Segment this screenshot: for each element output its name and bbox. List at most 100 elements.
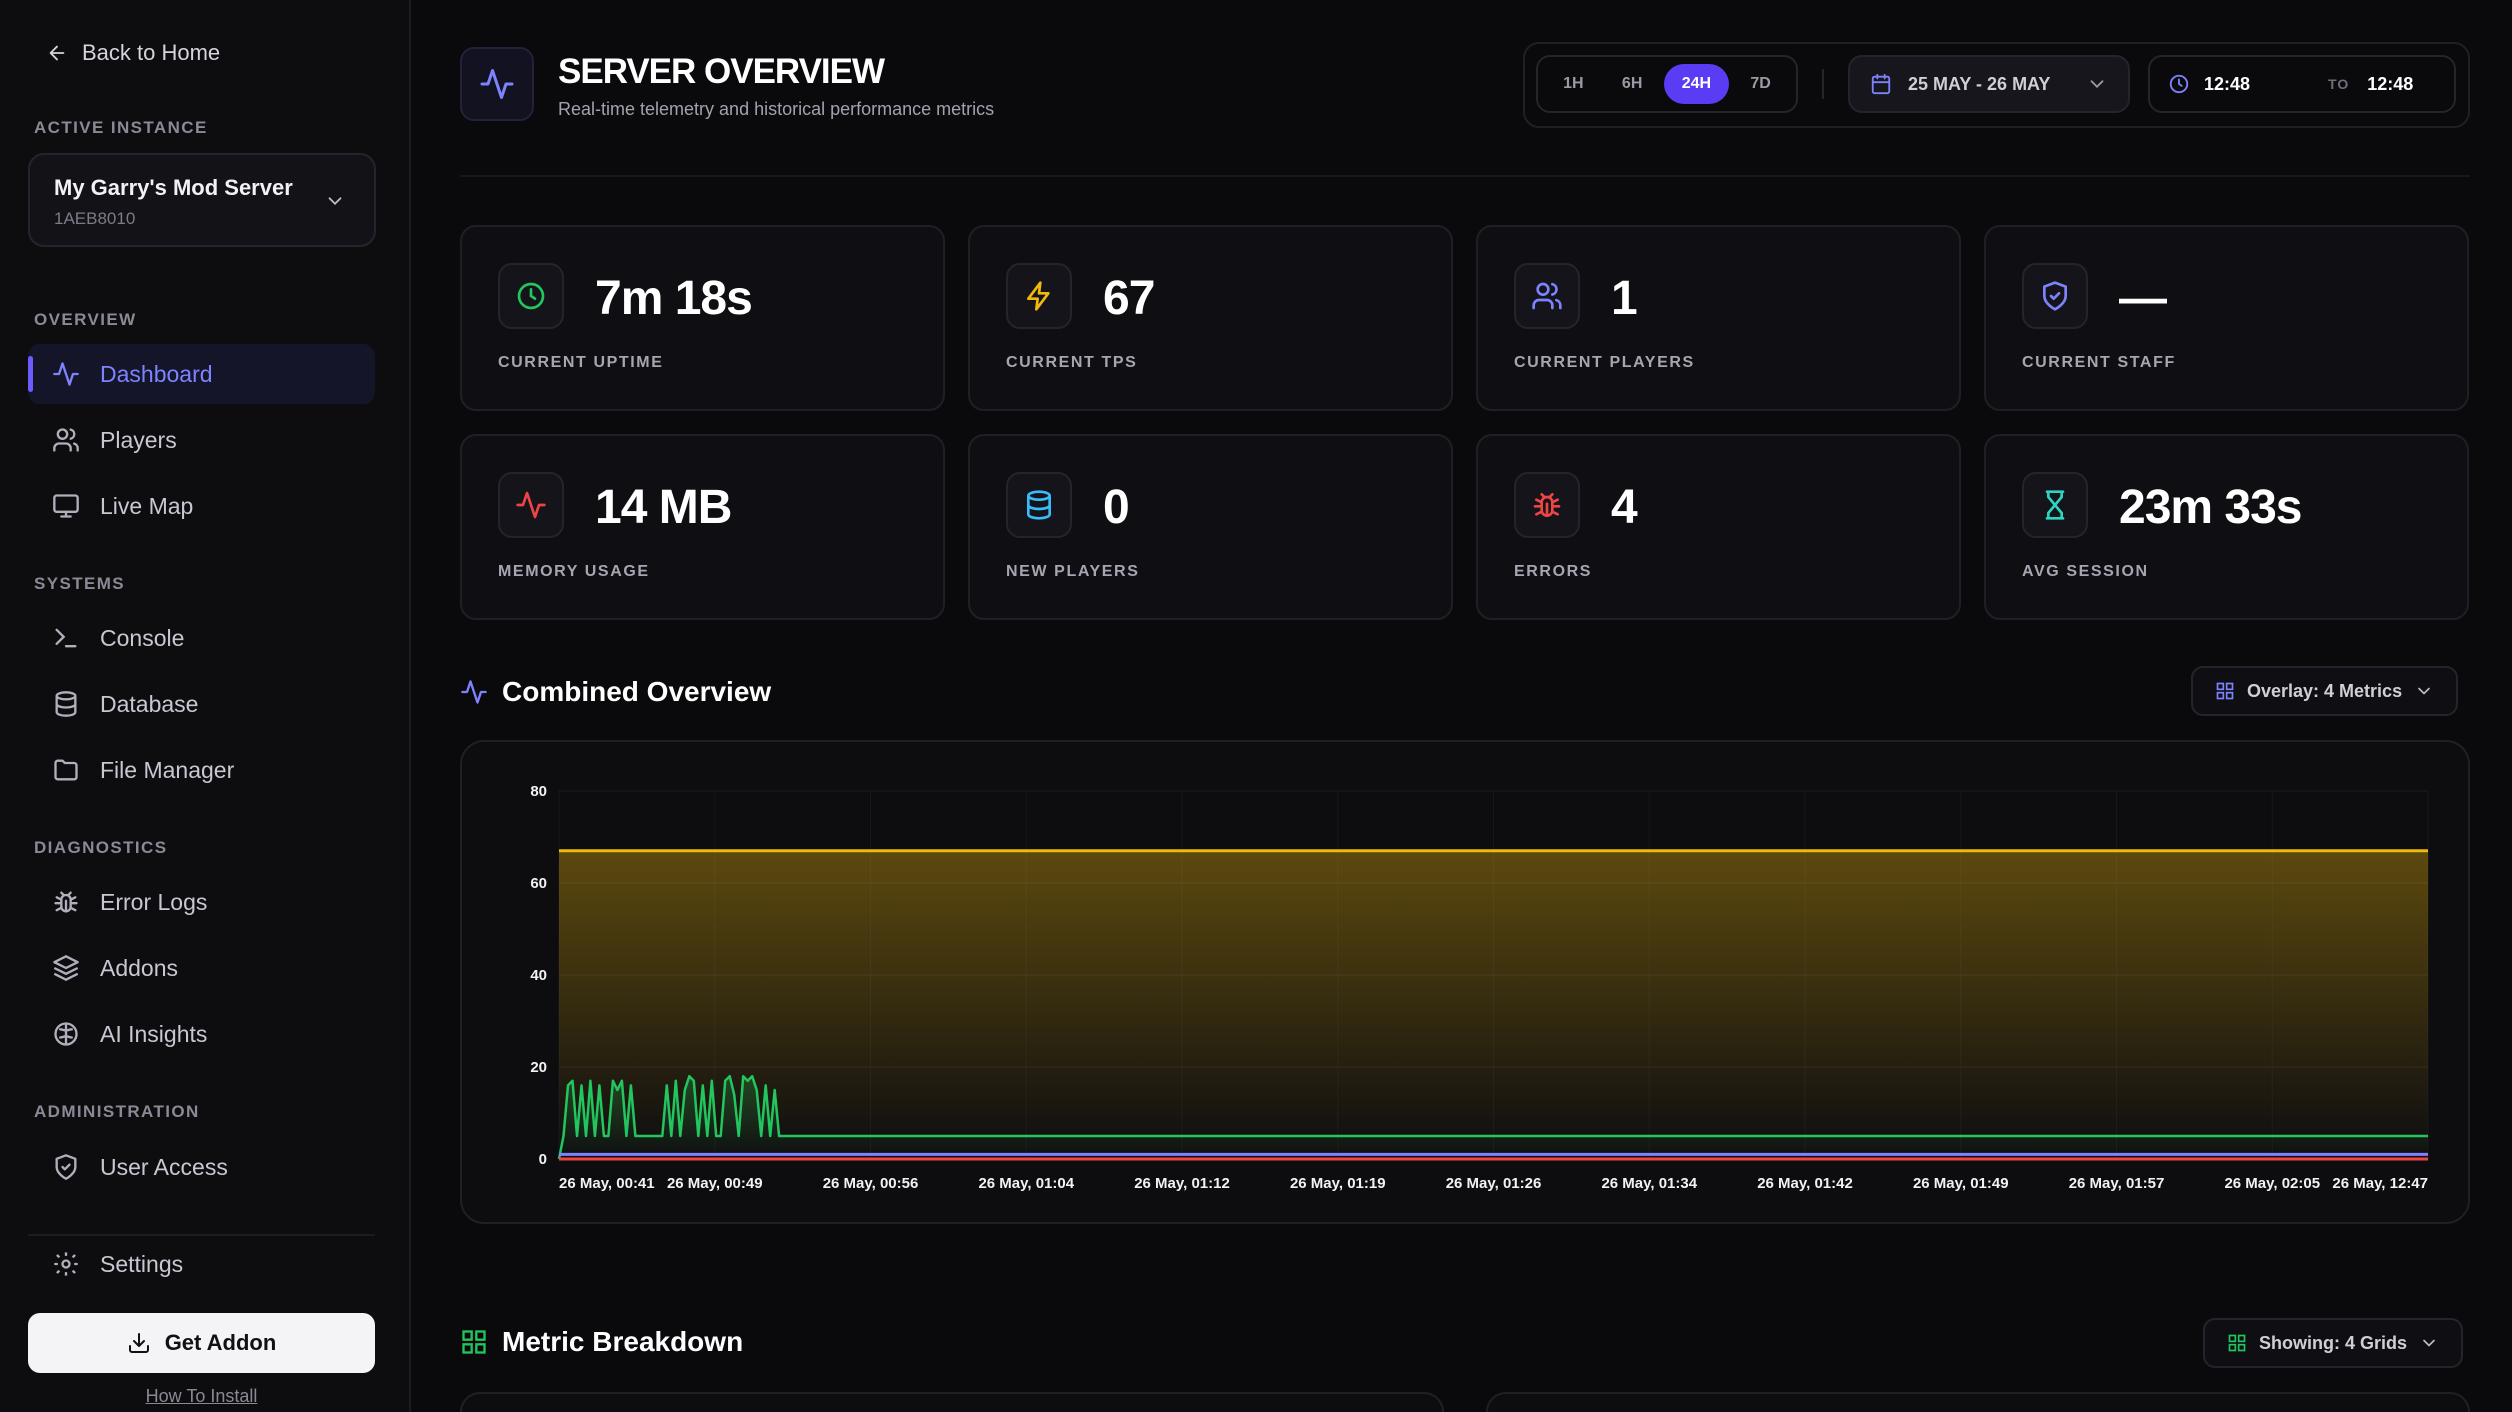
stat-label: CURRENT STAFF [2022,354,2176,371]
time-to-input[interactable]: 12:48 [2367,73,2414,94]
stat-value: — [2119,272,2167,325]
breakdown-card-left [460,1392,1444,1412]
stat-label: CURRENT TPS [1006,354,1138,371]
sidebar-item-console[interactable]: Console [28,608,375,668]
stat-value: 4 [1611,481,1638,534]
sidebar-item-label: Database [100,690,199,717]
section-label-overview: OVERVIEW [34,310,137,329]
date-range-picker[interactable]: 25 MAY - 26 MAY [1848,55,2130,113]
stat-label: CURRENT PLAYERS [1514,354,1695,371]
sidebar-item-label: Players [100,426,177,453]
stat-value: 1 [1611,272,1638,325]
overlay-metrics-label: Overlay: 4 Metrics [2247,680,2403,701]
sidebar-item-user-access[interactable]: User Access [28,1137,375,1197]
bug-icon [1533,493,1561,517]
stat-value: 14 MB [595,481,732,534]
back-to-home-label: Back to Home [82,40,221,65]
metric-breakdown-title: Metric Breakdown [502,1326,744,1357]
combined-overview-title: Combined Overview [502,676,772,707]
stat-icon-box [1006,472,1072,538]
time-from-input[interactable]: 12:48 [2204,73,2251,94]
time-range-inputs: 12:48 TO 12:48 [2148,55,2456,113]
users-icon [53,428,79,452]
y-tick-label: 80 [530,783,547,800]
sidebar-item-addons[interactable]: Addons [28,938,375,998]
get-addon-label: Get Addon [164,1330,277,1355]
stat-card-players: 1 CURRENT PLAYERS [1476,225,1961,411]
gear-icon [54,1252,78,1276]
sidebar-item-label: Addons [100,954,179,981]
calendar-icon [1871,73,1891,95]
back-to-home-link[interactable]: Back to Home [46,40,220,66]
how-to-install-link[interactable]: How To Install [145,1386,258,1406]
y-tick-label: 20 [530,1059,547,1076]
range-7d-button[interactable]: 7D [1750,75,1771,92]
header-activity-icon-box [460,47,534,121]
grid-icon [462,1330,486,1354]
overlay-metrics-dropdown[interactable]: Overlay: 4 Metrics [2191,666,2459,716]
x-tick-label: 26 May, 00:49 [667,1175,763,1192]
x-tick-label: 26 May, 01:26 [1446,1175,1542,1192]
combined-overview-header: Combined Overview [460,676,771,708]
series-line-1 [557,1074,2428,1160]
clock-icon [2169,74,2189,94]
sidebar-divider [28,1234,375,1236]
sidebar-item-players[interactable]: Players [28,410,375,470]
x-tick-label: 26 May, 01:42 [1757,1175,1853,1192]
arrow-left-icon [49,45,65,61]
sidebar-item-label: File Manager [100,756,235,783]
sidebar-item-label: User Access [100,1153,228,1180]
sidebar-item-file-manager[interactable]: File Manager [28,740,375,800]
stat-card-avg-session: 23m 33s AVG SESSION [1984,434,2469,620]
sidebar-item-label: Live Map [100,492,194,519]
sidebar-item-settings[interactable]: Settings [28,1234,375,1294]
grid-icon [2228,1334,2246,1352]
x-tick-label: 26 May, 01:04 [978,1175,1074,1192]
x-tick-label: 26 May, 01:12 [1134,1175,1230,1192]
series-area-0 [559,850,2428,1159]
shield-check-icon [2043,281,2067,311]
grids-dropdown[interactable]: Showing: 4 Grids [2203,1318,2464,1368]
sidebar-item-label: AI Insights [100,1020,208,1047]
shield-check-icon [55,1154,77,1180]
range-6h-button[interactable]: 6H [1621,75,1643,92]
series-area-1 [559,1076,2428,1159]
clock-icon [517,282,545,310]
database-icon [1027,490,1051,520]
instance-selector[interactable]: My Garry's Mod Server 1AEB8010 [28,153,376,247]
sidebar-item-label: Console [100,624,185,651]
stat-icon-box [1006,263,1072,329]
folder-icon [54,759,78,781]
chart-svg: 0 20 40 60 80 26 May, 00:41 26 May, 00:49 26 Ma… [530,783,2429,1192]
x-tick-label: 26 May, 00:56 [823,1175,919,1192]
range-1h-button[interactable]: 1H [1563,75,1584,92]
activity-icon [461,680,487,704]
section-label-diagnostics: DIAGNOSTICS [34,838,168,857]
chevron-down-icon [2423,1339,2435,1347]
stat-card-memory: 14 MB MEMORY USAGE [460,434,945,620]
page-subtitle: Real-time telemetry and historical perfo… [558,99,995,119]
sidebar-item-dashboard[interactable]: Dashboard [28,344,375,404]
layers-icon [53,955,79,981]
stat-label: ERRORS [1514,563,1593,580]
stat-value: 67 [1103,272,1155,325]
active-instance-label: ACTIVE INSTANCE [34,118,208,137]
stat-icon-box [2022,472,2088,538]
stat-label: AVG SESSION [2022,563,2149,580]
page-title: SERVER OVERVIEW [558,52,885,91]
instance-id: 1AEB8010 [54,209,136,228]
chevron-down-icon [328,197,342,206]
stat-card-errors: 4 ERRORS [1476,434,1961,620]
stat-value: 7m 18s [595,272,753,325]
header-separator [1822,69,1824,99]
y-tick-label: 60 [530,875,547,892]
sidebar-item-error-logs[interactable]: Error Logs [28,872,375,932]
sidebar-item-live-map[interactable]: Live Map [28,476,375,536]
get-addon-button[interactable]: Get Addon [28,1313,375,1373]
stat-value: 0 [1103,481,1130,534]
sidebar-item-database[interactable]: Database [28,674,375,734]
sidebar-item-ai-insights[interactable]: AI Insights [28,1004,375,1064]
range-24h-button[interactable]: 24H [1663,64,1730,104]
stat-icon-box [2022,263,2088,329]
bug-icon [54,891,78,913]
